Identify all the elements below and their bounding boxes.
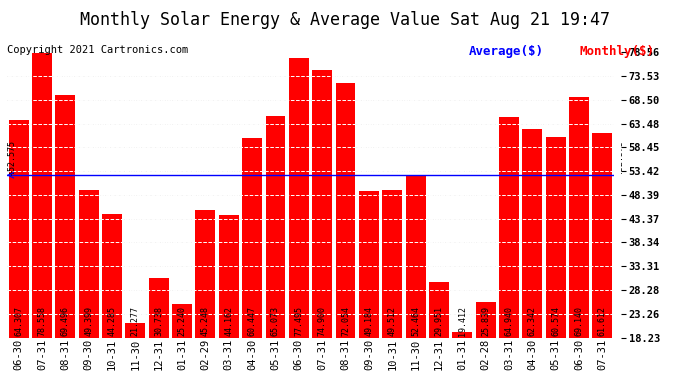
Text: 25.240: 25.240 <box>177 306 186 336</box>
Text: Copyright 2021 Cartronics.com: Copyright 2021 Cartronics.com <box>7 45 188 55</box>
Text: 49.184: 49.184 <box>364 306 373 336</box>
Bar <box>79 190 99 338</box>
Text: 64.307: 64.307 <box>14 306 23 336</box>
Bar <box>289 57 308 338</box>
Text: 60.574: 60.574 <box>551 306 560 336</box>
Bar <box>313 70 332 338</box>
Bar <box>102 214 122 338</box>
Text: 61.612: 61.612 <box>598 306 607 336</box>
Text: Monthly($): Monthly($) <box>580 45 655 58</box>
Text: 49.399: 49.399 <box>84 306 93 336</box>
Text: 45.248: 45.248 <box>201 306 210 336</box>
Text: 69.140: 69.140 <box>575 306 584 336</box>
Text: 52.464: 52.464 <box>411 306 420 336</box>
Bar <box>126 323 146 338</box>
Text: 44.285: 44.285 <box>108 306 117 336</box>
Text: Monthly Solar Energy & Average Value Sat Aug 21 19:47: Monthly Solar Energy & Average Value Sat… <box>80 11 610 29</box>
Bar <box>522 129 542 338</box>
Bar <box>242 138 262 338</box>
Text: 30.738: 30.738 <box>154 306 164 336</box>
Bar <box>569 97 589 338</box>
Text: 69.496: 69.496 <box>61 306 70 336</box>
Text: 64.940: 64.940 <box>504 306 513 336</box>
Text: +52.575: +52.575 <box>615 140 624 175</box>
Text: 77.495: 77.495 <box>295 306 304 336</box>
Text: 49.512: 49.512 <box>388 306 397 336</box>
Bar <box>499 117 519 338</box>
Bar <box>429 282 449 338</box>
Bar <box>335 83 355 338</box>
Bar <box>475 302 495 338</box>
Bar <box>546 138 566 338</box>
Bar <box>266 116 286 338</box>
Text: 21.277: 21.277 <box>131 306 140 336</box>
Bar <box>9 120 28 338</box>
Text: 19.412: 19.412 <box>457 306 467 336</box>
Bar <box>359 191 379 338</box>
Text: 44.162: 44.162 <box>224 306 233 336</box>
Text: 62.342: 62.342 <box>528 306 537 336</box>
Text: 29.951: 29.951 <box>435 306 444 336</box>
Bar <box>32 53 52 338</box>
Text: 60.447: 60.447 <box>248 306 257 336</box>
Bar <box>382 190 402 338</box>
Bar <box>453 332 472 338</box>
Text: +52.575: +52.575 <box>8 140 17 175</box>
Text: 74.900: 74.900 <box>317 306 326 336</box>
Bar <box>195 210 215 338</box>
Text: 25.839: 25.839 <box>481 306 490 336</box>
Text: 78.558: 78.558 <box>37 306 46 336</box>
Text: 72.054: 72.054 <box>341 306 350 336</box>
Bar <box>593 133 612 338</box>
Text: 65.073: 65.073 <box>271 306 280 336</box>
Bar <box>172 304 192 338</box>
Bar <box>149 278 168 338</box>
Bar <box>55 95 75 338</box>
Text: Average($): Average($) <box>469 45 544 58</box>
Bar <box>406 176 426 338</box>
Bar <box>219 215 239 338</box>
